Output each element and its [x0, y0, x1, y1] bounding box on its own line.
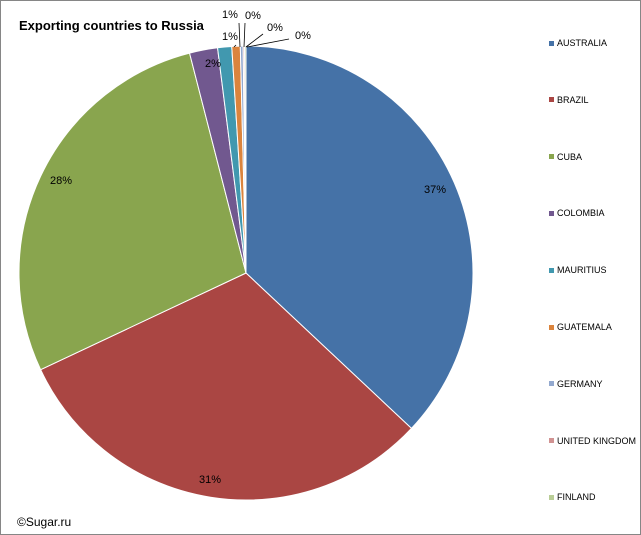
legend-swatch: [549, 438, 554, 444]
legend-swatch: [549, 381, 554, 387]
chart-title: Exporting countries to Russia: [19, 18, 204, 33]
legend-item: MAURITIUS: [549, 263, 607, 277]
legend-swatch: [549, 494, 554, 500]
legend-item: BRAZIL: [549, 93, 589, 107]
legend-label: CUBA: [557, 151, 583, 162]
legend-label: GERMANY: [557, 378, 603, 389]
legend-swatch: [549, 324, 554, 330]
leader-line: [233, 44, 237, 48]
legend-item: FINLAND: [549, 490, 596, 504]
data-label: 1%: [222, 9, 238, 21]
legend-item: CUBA: [549, 150, 582, 164]
legend-swatch: [549, 267, 554, 273]
legend-label: BRAZIL: [557, 94, 589, 105]
data-label: 2%: [205, 58, 221, 70]
leader-line: [245, 33, 264, 48]
leader-line: [246, 38, 290, 48]
pie-slice-finland: [244, 45, 247, 274]
data-label: 0%: [295, 30, 311, 42]
legend-label: UNITED KINGDOM: [557, 435, 637, 446]
legend-label: MAURITIUS: [557, 265, 607, 276]
leader-line: [243, 22, 246, 48]
pie-slice-australia: [245, 45, 474, 430]
legend-label: GUATEMALA: [557, 322, 612, 332]
data-label: 0%: [245, 10, 261, 22]
pie-slice-cuba: [18, 52, 247, 371]
data-label: 1%: [222, 31, 238, 43]
data-label: 31%: [199, 474, 221, 486]
legend-item: GERMANY: [549, 377, 603, 391]
legend-label: AUSTRALIA: [557, 38, 608, 48]
legend-swatch: [549, 210, 554, 216]
legend-item: AUSTRALIA: [549, 36, 607, 50]
copyright-text: ©Sugar.ru: [17, 515, 72, 529]
legend-item: COLOMBIA: [549, 206, 605, 220]
legend-item: UNITED KINGDOM: [549, 434, 636, 448]
legend-swatch: [549, 154, 554, 160]
data-label: 37%: [424, 184, 446, 196]
legend-item: GUATEMALA: [549, 320, 612, 334]
data-label: 28%: [50, 175, 72, 187]
data-label: 0%: [267, 22, 283, 34]
pie-slice-brazil: [39, 272, 413, 501]
leader-line: [238, 22, 241, 48]
legend-label: FINLAND: [557, 492, 596, 503]
legend-label: COLOMBIA: [557, 208, 605, 219]
legend-swatch: [549, 40, 554, 46]
legend-swatch: [549, 97, 554, 103]
chart-legend: AUSTRALIA BRAZIL CUBA COLOMBIA MAURITIUS GUAT…: [549, 36, 641, 506]
